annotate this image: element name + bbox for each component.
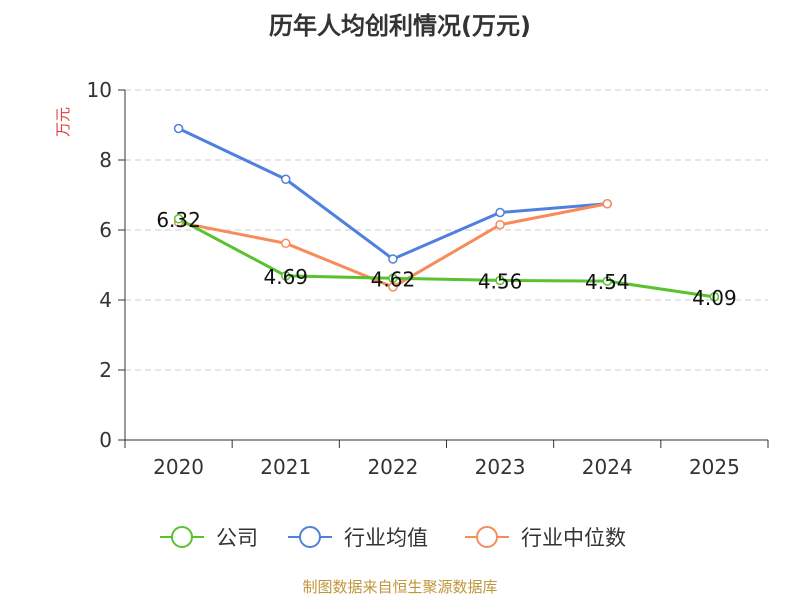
x-tick-label: 2025 [689, 455, 740, 479]
data-point [709, 292, 720, 302]
data-point [495, 207, 505, 218]
data-point [281, 174, 291, 184]
y-tick-label: 6 [99, 218, 112, 242]
x-tick-label: 2022 [367, 455, 418, 479]
y-tick-label: 0 [99, 428, 112, 452]
y-tick-label: 10 [87, 78, 112, 102]
chart-title: 历年人均创利情况(万元) [269, 12, 531, 40]
y-tick-label: 4 [99, 288, 112, 312]
x-tick-label: 2024 [582, 455, 633, 479]
legend-marker [476, 526, 498, 548]
series-line-0 [177, 217, 715, 299]
x-tick-label: 2020 [153, 455, 204, 479]
data-point [388, 254, 398, 264]
data-point [281, 238, 291, 249]
legend-label: 行业中位数 [521, 526, 626, 550]
data-label: 4.56 [478, 269, 523, 293]
legend-label: 公司 [216, 526, 258, 550]
data-point [602, 199, 612, 209]
legend-marker [299, 526, 321, 548]
data-point [281, 271, 291, 281]
y-tick-label: 2 [99, 358, 112, 382]
data-point [388, 273, 398, 284]
x-tick-label: 2023 [475, 455, 526, 479]
data-label: 4.09 [692, 286, 737, 310]
legend-marker [171, 526, 193, 548]
data-point [495, 220, 505, 230]
x-tick-label: 2021 [260, 455, 311, 479]
legend-label: 行业均值 [344, 526, 428, 550]
data-label: 4.69 [263, 265, 308, 289]
data-label: 4.62 [371, 267, 416, 291]
source-footer: 制图数据来自恒生聚源数据库 [302, 578, 498, 596]
data-point [173, 123, 184, 134]
data-point [602, 276, 612, 286]
y-tick-label: 8 [99, 148, 112, 172]
data-label: 6.32 [156, 208, 201, 232]
y-axis-label: 万元 [54, 107, 72, 137]
data-point [173, 214, 184, 224]
data-point [495, 275, 505, 286]
series-line-1 [177, 127, 608, 261]
data-label: 4.54 [585, 270, 630, 294]
